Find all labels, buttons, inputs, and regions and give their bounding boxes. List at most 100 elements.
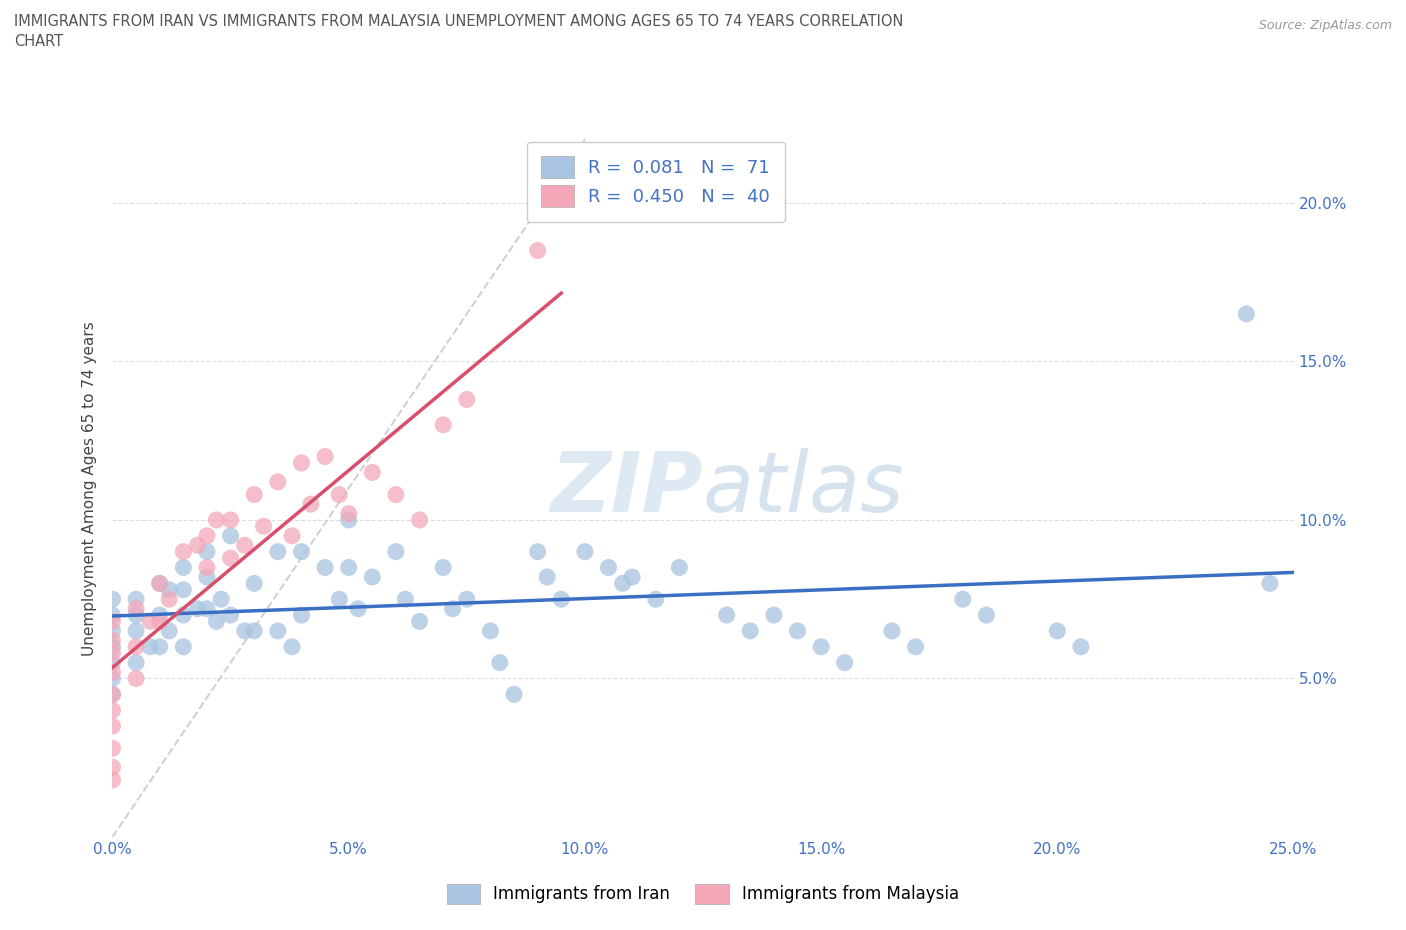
Point	[1046, 623, 1069, 638]
Point	[408, 614, 430, 629]
Point	[432, 418, 454, 432]
Point	[101, 703, 124, 718]
Point	[149, 607, 172, 622]
Point	[253, 519, 276, 534]
Point	[810, 639, 832, 654]
Point	[716, 607, 738, 622]
Point	[290, 544, 312, 559]
Point	[219, 512, 242, 527]
Point	[139, 614, 162, 629]
Text: ZIP: ZIP	[550, 447, 703, 529]
Point	[149, 576, 172, 591]
Point	[233, 623, 256, 638]
Point	[328, 487, 350, 502]
Point	[550, 591, 572, 606]
Point	[385, 544, 408, 559]
Point	[157, 582, 180, 597]
Point	[233, 538, 256, 552]
Point	[101, 607, 124, 622]
Point	[441, 602, 464, 617]
Point	[219, 528, 242, 543]
Point	[267, 544, 290, 559]
Point	[281, 639, 304, 654]
Point	[243, 623, 266, 638]
Point	[976, 607, 998, 622]
Point	[503, 687, 526, 702]
Point	[209, 591, 232, 606]
Point	[125, 639, 148, 654]
Y-axis label: Unemployment Among Ages 65 to 74 years: Unemployment Among Ages 65 to 74 years	[82, 321, 97, 656]
Point	[290, 607, 312, 622]
Point	[125, 671, 148, 686]
Point	[526, 544, 548, 559]
Point	[101, 639, 124, 654]
Point	[337, 560, 360, 575]
Point	[101, 687, 124, 702]
Point	[149, 639, 172, 654]
Point	[786, 623, 808, 638]
Point	[101, 645, 124, 660]
Point	[328, 591, 350, 606]
Point	[536, 569, 558, 584]
Point	[574, 544, 596, 559]
Legend: R =  0.081   N =  71, R =  0.450   N =  40: R = 0.081 N = 71, R = 0.450 N = 40	[527, 141, 785, 221]
Point	[337, 512, 360, 527]
Point	[243, 487, 266, 502]
Point	[205, 512, 228, 527]
Text: CHART: CHART	[14, 34, 63, 49]
Point	[290, 456, 312, 471]
Point	[337, 506, 360, 521]
Point	[952, 591, 974, 606]
Point	[125, 623, 148, 638]
Point	[172, 582, 194, 597]
Point	[598, 560, 620, 575]
Point	[125, 655, 148, 670]
Point	[172, 544, 194, 559]
Point	[1258, 576, 1281, 591]
Point	[1234, 306, 1257, 321]
Point	[456, 392, 478, 407]
Point	[904, 639, 927, 654]
Point	[101, 623, 124, 638]
Point	[101, 671, 124, 686]
Point	[740, 623, 762, 638]
Point	[456, 591, 478, 606]
Point	[101, 773, 124, 788]
Point	[644, 591, 666, 606]
Point	[219, 551, 242, 565]
Text: IMMIGRANTS FROM IRAN VS IMMIGRANTS FROM MALAYSIA UNEMPLOYMENT AMONG AGES 65 TO 7: IMMIGRANTS FROM IRAN VS IMMIGRANTS FROM …	[14, 14, 904, 29]
Point	[101, 760, 124, 775]
Point	[385, 487, 408, 502]
Point	[186, 602, 208, 617]
Point	[479, 623, 502, 638]
Point	[125, 602, 148, 617]
Point	[432, 560, 454, 575]
Point	[314, 449, 336, 464]
Point	[267, 474, 290, 489]
Point	[526, 243, 548, 258]
Point	[186, 538, 208, 552]
Point	[361, 465, 384, 480]
Point	[172, 607, 194, 622]
Point	[314, 560, 336, 575]
Point	[205, 614, 228, 629]
Point	[157, 623, 180, 638]
Point	[668, 560, 690, 575]
Point	[347, 602, 370, 617]
Point	[172, 639, 194, 654]
Point	[299, 497, 322, 512]
Point	[195, 602, 218, 617]
Point	[125, 607, 148, 622]
Point	[101, 614, 124, 629]
Point	[157, 591, 180, 606]
Point	[394, 591, 416, 606]
Point	[101, 655, 124, 670]
Point	[101, 687, 124, 702]
Point	[281, 528, 304, 543]
Point	[834, 655, 856, 670]
Point	[243, 576, 266, 591]
Point	[172, 560, 194, 575]
Point	[101, 633, 124, 648]
Point	[125, 591, 148, 606]
Point	[149, 576, 172, 591]
